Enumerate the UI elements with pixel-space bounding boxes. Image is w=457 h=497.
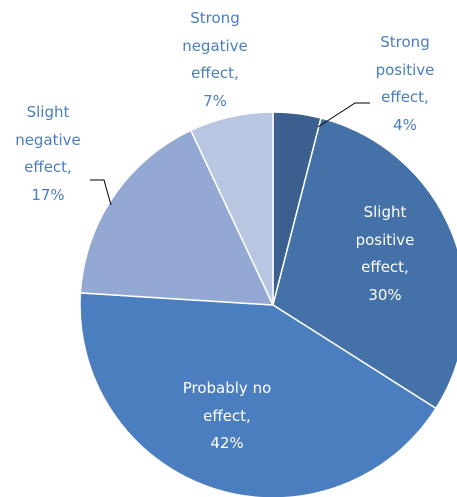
- pie-slice: [272, 117, 457, 410]
- value-label: 7%: [203, 91, 227, 110]
- data-label: Probably no effect, 42%: [182, 375, 272, 458]
- data-label: Slight positive effect, 30%: [345, 199, 425, 309]
- data-label: Strong negative effect, 7%: [175, 5, 255, 115]
- leader-line: [90, 179, 112, 206]
- pie-slice: [79, 129, 275, 306]
- pie-slice: [79, 292, 437, 497]
- category-label: Slight positive effect,: [355, 203, 415, 276]
- category-label: Strong positive effect,: [375, 33, 435, 106]
- category-label: Slight negative effect,: [15, 103, 81, 176]
- leader-line: [317, 102, 370, 128]
- value-label: 17%: [31, 185, 65, 204]
- category-label: Probably no effect,: [182, 379, 272, 425]
- value-label: 4%: [393, 115, 417, 134]
- value-label: 30%: [368, 285, 402, 304]
- data-label: Strong positive effect, 4%: [365, 29, 445, 139]
- pie-slice: [189, 111, 274, 306]
- data-label: Slight negative effect, 17%: [8, 99, 88, 209]
- value-label: 42%: [210, 434, 244, 452]
- category-label: Strong negative effect,: [182, 9, 248, 82]
